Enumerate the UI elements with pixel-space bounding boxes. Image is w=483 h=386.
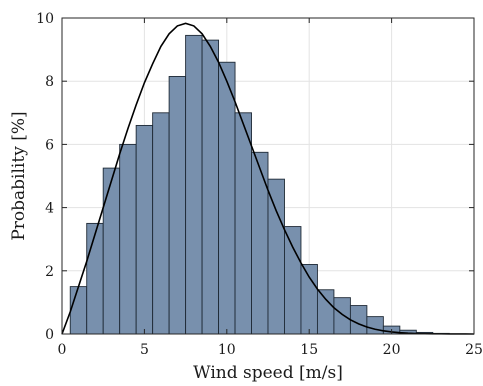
- fitted-distribution-curve: [61, 22, 475, 335]
- histogram-bar: [185, 34, 203, 335]
- axes-frame: [61, 17, 475, 335]
- histogram-bar: [135, 124, 154, 335]
- y-tick-label: 10: [36, 11, 54, 27]
- histogram-bar: [300, 264, 318, 335]
- x-tick-label: 5: [140, 342, 149, 358]
- histogram-bar: [168, 76, 187, 335]
- histogram-bar: [201, 39, 220, 335]
- x-tick-label: 20: [383, 342, 401, 358]
- histogram-bar: [69, 286, 88, 335]
- y-tick-label: 0: [45, 327, 54, 343]
- histogram-bar: [218, 61, 236, 335]
- histogram-bar: [119, 143, 137, 335]
- histogram-bar: [366, 316, 384, 335]
- x-tick-label: 15: [300, 342, 318, 358]
- axis-ticks: 0 5 10 15 20 25 0 2 4 6 8 10: [36, 11, 483, 358]
- y-tick-label: 4: [45, 201, 54, 217]
- y-tick-label: 6: [45, 137, 54, 153]
- x-tick-label: 10: [218, 342, 236, 358]
- histogram-bar: [251, 151, 269, 335]
- y-tick-label: 2: [45, 264, 54, 280]
- histogram-bar: [267, 178, 285, 335]
- histogram-bar: [333, 297, 351, 335]
- histogram-bar: [152, 112, 170, 335]
- histogram-bar: [316, 289, 335, 335]
- histogram-bar: [284, 226, 302, 335]
- x-tick-label: 25: [465, 342, 483, 358]
- x-axis-label: Wind speed [m/s]: [193, 363, 343, 383]
- x-tick-label: 0: [58, 342, 67, 358]
- histogram-bar: [86, 222, 104, 335]
- histogram-bar: [102, 167, 121, 335]
- histogram-bar: [349, 305, 368, 335]
- y-axis-label: Probability [%]: [9, 111, 29, 240]
- histogram-bar: [234, 112, 252, 335]
- y-tick-label: 8: [45, 74, 54, 90]
